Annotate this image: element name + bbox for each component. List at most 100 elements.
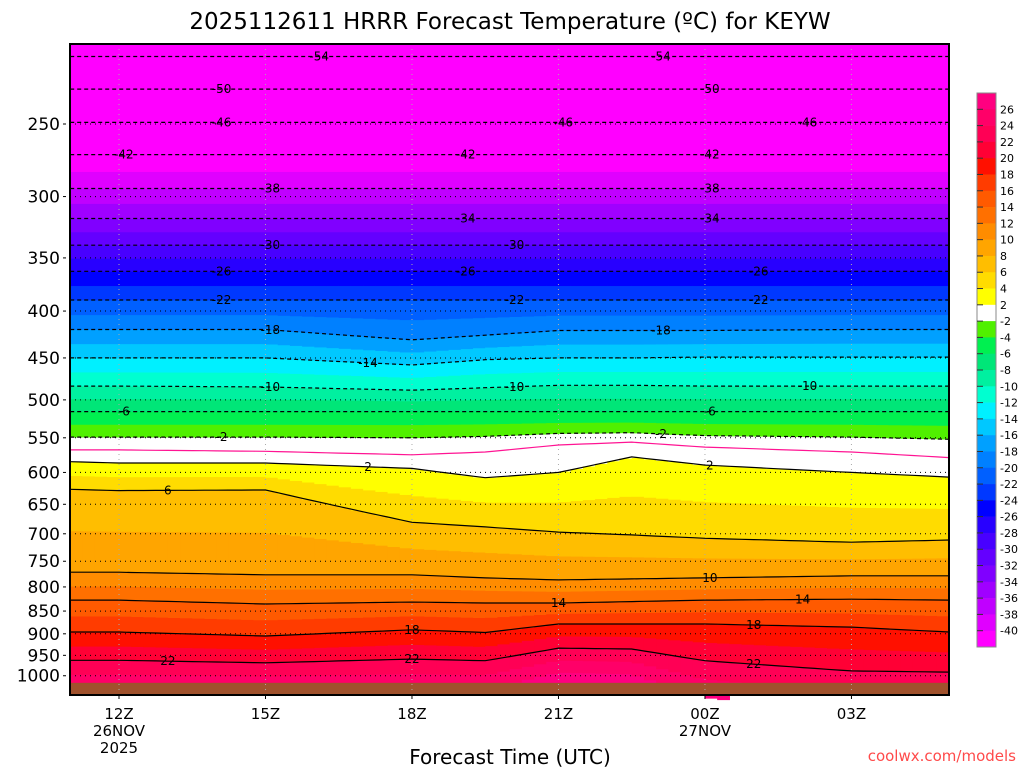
temp-fill-cell bbox=[582, 344, 596, 359]
temp-fill-cell bbox=[94, 476, 108, 491]
temp-fill-cell bbox=[338, 285, 352, 301]
temp-fill-cell bbox=[546, 299, 560, 316]
temp-fill-cell bbox=[253, 245, 267, 259]
temp-fill-cell bbox=[875, 614, 889, 630]
temp-fill-cell bbox=[363, 362, 376, 377]
temp-fill-cell bbox=[326, 618, 340, 634]
temp-fill-cell bbox=[241, 399, 254, 413]
isotherm-label: -46 bbox=[798, 115, 818, 129]
temp-fill-cell bbox=[216, 634, 230, 649]
temp-fill-cell bbox=[289, 387, 303, 401]
temp-fill-cell bbox=[497, 299, 511, 318]
temp-fill-cell bbox=[143, 258, 157, 272]
temp-fill-cell bbox=[741, 315, 755, 331]
temp-fill-cell bbox=[363, 44, 376, 172]
temp-fill-cell bbox=[411, 400, 425, 413]
temp-fill-cell bbox=[509, 333, 523, 347]
temp-fill-cell bbox=[766, 645, 779, 666]
temp-fill-cell bbox=[180, 314, 193, 330]
temp-fill-cell bbox=[631, 663, 645, 677]
temp-fill-cell bbox=[717, 371, 730, 387]
temp-fill-cell bbox=[473, 285, 486, 301]
temp-fill-cell bbox=[387, 376, 401, 391]
temp-fill-cell bbox=[143, 271, 157, 287]
temp-fill-cell bbox=[814, 411, 828, 425]
temp-fill-cell bbox=[363, 389, 376, 401]
temp-fill-cell bbox=[241, 231, 254, 246]
temp-fill-cell bbox=[155, 285, 169, 301]
temp-fill-cell bbox=[692, 577, 706, 590]
temp-fill-cell bbox=[216, 271, 230, 287]
isotherm-label: -22 bbox=[749, 293, 769, 307]
colorbar-label: 20 bbox=[1000, 152, 1014, 165]
isotherm-line bbox=[70, 571, 950, 581]
temp-fill-cell bbox=[326, 271, 340, 287]
temp-fill-cell bbox=[766, 188, 779, 204]
temp-fill-cell bbox=[814, 371, 828, 387]
temp-fill-cell bbox=[228, 258, 242, 272]
colorbar-label: -8 bbox=[1000, 364, 1011, 377]
temp-fill-cell bbox=[473, 646, 486, 661]
temp-fill-cell bbox=[289, 258, 303, 272]
temp-fill-cell bbox=[204, 661, 218, 676]
temp-fill-cell bbox=[473, 218, 486, 233]
temp-fill-cell bbox=[143, 572, 157, 588]
temp-fill-cell bbox=[192, 634, 206, 649]
temp-fill-cell bbox=[595, 613, 608, 625]
temp-fill-cell bbox=[119, 616, 132, 633]
temp-fill-cell bbox=[595, 398, 608, 413]
temp-fill-cell bbox=[314, 203, 328, 219]
temp-fill-cell bbox=[180, 329, 193, 345]
temp-fill-cell bbox=[924, 476, 938, 509]
temp-fill-cell bbox=[82, 572, 96, 587]
temp-fill-cell bbox=[350, 411, 364, 425]
pressure-tick-label: 600 bbox=[28, 463, 60, 483]
temp-fill-cell bbox=[827, 558, 840, 577]
temp-fill-cell bbox=[228, 357, 242, 373]
temp-fill-cell bbox=[363, 376, 376, 390]
temp-fill-cell bbox=[814, 314, 828, 331]
temp-fill-cell bbox=[863, 541, 877, 560]
temp-fill-cell bbox=[241, 285, 254, 301]
temp-fill-cell bbox=[265, 299, 279, 316]
temp-fill-cell bbox=[570, 258, 584, 272]
temp-fill-cell bbox=[94, 660, 108, 675]
temp-fill-cell bbox=[521, 603, 535, 616]
temp-fill-cell bbox=[192, 44, 206, 172]
temp-fill-cell bbox=[277, 424, 291, 438]
temp-fill-cell bbox=[692, 589, 706, 601]
temp-fill-cell bbox=[741, 411, 755, 425]
temp-fill-cell bbox=[875, 218, 889, 233]
temp-fill-cell bbox=[216, 285, 230, 301]
temp-fill-cell bbox=[717, 357, 730, 372]
temp-fill-cell bbox=[497, 435, 511, 477]
temp-fill-cell bbox=[790, 44, 804, 172]
isotherms: -54 -54-50 -50-46 -46 -46-42 -42 -42-38 -38-34-… bbox=[70, 49, 950, 673]
temp-fill-cell bbox=[241, 411, 254, 425]
temp-fill-cell bbox=[228, 490, 242, 533]
colorbar-label: -16 bbox=[1000, 429, 1018, 442]
temp-fill-cell bbox=[888, 629, 901, 651]
temp-fill-cell bbox=[338, 646, 352, 662]
temp-fill-cell bbox=[338, 486, 352, 509]
temp-fill-cell bbox=[888, 438, 901, 475]
temp-fill-cell bbox=[668, 600, 682, 613]
temp-fill-cell bbox=[680, 343, 694, 358]
temp-fill-cell bbox=[485, 552, 499, 579]
temp-fill-cell bbox=[692, 435, 706, 465]
temp-fill-cell bbox=[497, 334, 511, 348]
temp-fill-cell bbox=[631, 578, 645, 591]
isotherm-line bbox=[70, 441, 950, 459]
temp-fill-cell bbox=[643, 497, 657, 537]
temp-fill-cell bbox=[436, 299, 450, 320]
temp-fill-cell bbox=[802, 470, 816, 507]
temp-fill-cell bbox=[619, 601, 633, 614]
temp-fill-cell bbox=[314, 574, 328, 590]
temp-fill-cell bbox=[704, 299, 718, 316]
temp-fill-cell bbox=[766, 576, 779, 589]
temp-fill-cell bbox=[473, 526, 486, 553]
temp-fill-cell bbox=[888, 614, 901, 630]
temp-fill-cell bbox=[302, 373, 315, 389]
temp-fill-cell bbox=[741, 299, 755, 316]
temp-fill-cell bbox=[888, 231, 901, 246]
